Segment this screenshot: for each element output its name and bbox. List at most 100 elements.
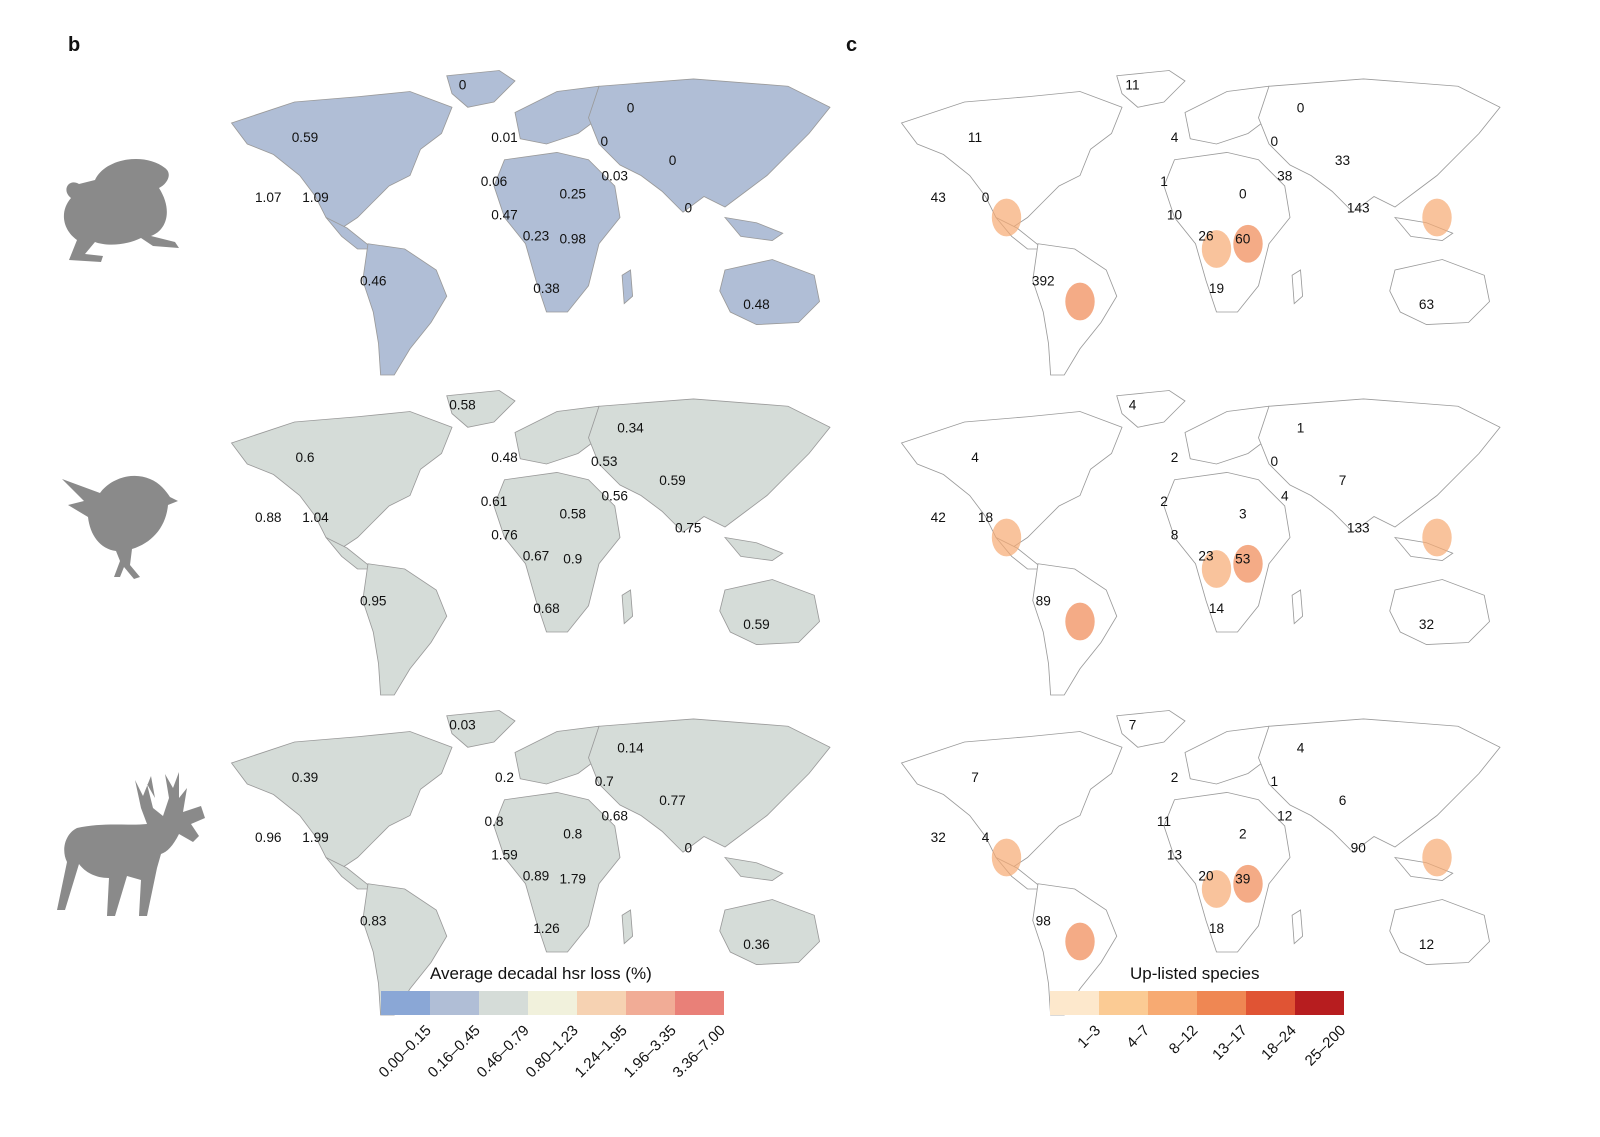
map-region-value: 0.76 xyxy=(491,528,518,543)
map-region-value: 0.2 xyxy=(495,770,514,785)
continent-northAmerica xyxy=(900,411,1123,549)
bird-icon xyxy=(62,475,178,579)
legend-b-title: Average decadal hsr loss (%) xyxy=(430,964,652,983)
map-c-amphibians: 11 11 43 0 392 0 4 0 33 1 38 0 143 10 26 60 19 63 xyxy=(900,70,1501,376)
continent-europe xyxy=(1184,85,1270,145)
map-region-value: 0 xyxy=(982,190,990,205)
frog-icon xyxy=(63,158,179,262)
continent-greenland xyxy=(446,710,516,748)
hotspot-shade xyxy=(991,518,1022,557)
map-region-value: 1.79 xyxy=(559,872,586,887)
legend-c-title: Up-listed species xyxy=(1130,964,1260,983)
map-region-value: 98 xyxy=(1036,914,1051,929)
continent-africa xyxy=(1163,151,1291,313)
map-region-value: 1 xyxy=(1160,174,1168,189)
continent-northAmerica xyxy=(230,91,453,229)
map-region-value: 0.58 xyxy=(449,397,476,412)
map-region-value: 63 xyxy=(1419,297,1434,312)
continent-australia xyxy=(1389,259,1490,326)
map-region-value: 143 xyxy=(1347,200,1370,215)
continent-greenland xyxy=(446,390,516,428)
map-region-value: 19 xyxy=(1209,281,1224,296)
map-region-value: 0 xyxy=(1297,100,1305,115)
legend-swatch xyxy=(1148,991,1197,1015)
hotspot-shade xyxy=(991,838,1022,877)
legend-swatch xyxy=(1295,991,1344,1015)
map-region-value: 7 xyxy=(971,770,979,785)
map-region-value: 89 xyxy=(1036,594,1051,609)
map-b-mammals: 0.03 0.39 0.96 1.99 0.83 0.14 0.2 0.7 0.77 0.8 0.6… xyxy=(230,710,831,1016)
map-region-value: 43 xyxy=(931,190,946,205)
map-region-value: 11 xyxy=(1125,77,1139,92)
map-region-value: 0.53 xyxy=(591,454,618,469)
map-region-value: 12 xyxy=(1419,937,1434,952)
map-region-value: 0.59 xyxy=(743,617,770,632)
map-region-value: 0.38 xyxy=(533,281,560,296)
map-region-value: 0.67 xyxy=(523,549,550,564)
map-region-value: 4 xyxy=(982,830,990,845)
map-region-value: 0 xyxy=(669,153,677,168)
hotspot-shade xyxy=(1422,198,1452,237)
map-region-value: 1.07 xyxy=(255,190,282,205)
hotspot-shade xyxy=(1065,922,1095,961)
hotspot-shade xyxy=(991,198,1022,237)
map-region-value: 0.89 xyxy=(523,869,550,884)
map-region-value: 0.77 xyxy=(659,793,686,808)
continent-southAmerica xyxy=(362,243,448,376)
map-region-value: 1 xyxy=(1297,421,1305,436)
map-c-birds: 4 4 42 18 89 1 2 0 7 2 4 3 133 8 23 53 14 32 xyxy=(900,390,1501,696)
map-region-value: 4 xyxy=(1129,397,1137,412)
map-region-value: 0.48 xyxy=(491,450,518,465)
map-region-value: 0.9 xyxy=(563,552,582,567)
continent-northAmerica xyxy=(230,411,453,549)
continent-madagascar xyxy=(1291,589,1304,625)
hotspot-shade xyxy=(1065,602,1095,641)
hotspot-shade xyxy=(1201,870,1232,908)
continent-australia xyxy=(1389,899,1490,966)
map-region-value: 0.03 xyxy=(601,169,628,184)
map-c-mammals: 7 7 32 4 98 4 2 1 6 11 12 2 90 13 20 39 18 12 xyxy=(900,710,1501,1016)
map-region-value: 11 xyxy=(968,130,982,145)
continent-northAmerica xyxy=(900,91,1123,229)
continent-greenland xyxy=(446,70,516,108)
map-region-value: 60 xyxy=(1235,232,1251,247)
continent-northAmerica xyxy=(900,731,1123,869)
map-region-value: 7 xyxy=(1339,473,1347,488)
map-region-value: 13 xyxy=(1167,848,1182,863)
map-region-value: 20 xyxy=(1198,869,1214,884)
hotspot-shade xyxy=(1065,282,1095,321)
map-region-value: 18 xyxy=(1209,921,1224,936)
map-region-value: 4 xyxy=(1281,489,1289,504)
hotspot-shade xyxy=(1233,224,1263,263)
map-region-value: 1.59 xyxy=(491,848,518,863)
map-region-value: 1 xyxy=(1270,774,1278,789)
reindeer-icon xyxy=(57,772,205,916)
map-region-value: 4 xyxy=(1171,130,1179,145)
map-region-value: 7 xyxy=(1129,717,1137,732)
map-region-value: 0.61 xyxy=(481,494,508,509)
map-region-value: 0.36 xyxy=(743,937,770,952)
map-region-value: 39 xyxy=(1235,872,1250,887)
map-region-value: 0 xyxy=(1239,187,1247,202)
map-region-value: 0.68 xyxy=(601,809,628,824)
legend-swatch xyxy=(1099,991,1148,1015)
continent-greenland xyxy=(1116,390,1186,428)
map-region-value: 0.68 xyxy=(533,601,560,616)
continent-asia xyxy=(588,398,831,533)
map-region-value: 32 xyxy=(931,830,946,845)
map-region-value: 0.39 xyxy=(292,770,319,785)
map-region-value: 0 xyxy=(459,77,467,92)
map-region-value: 133 xyxy=(1347,520,1370,535)
continent-madagascar xyxy=(1291,269,1304,305)
map-region-value: 0.88 xyxy=(255,510,282,525)
legend-b-colorbar xyxy=(381,991,724,1015)
panel-b-label: b xyxy=(68,34,81,56)
map-region-value: 0.98 xyxy=(559,232,586,247)
map-region-value: 53 xyxy=(1235,552,1250,567)
map-region-value: 26 xyxy=(1198,229,1213,244)
map-region-value: 0.75 xyxy=(675,520,702,535)
map-region-value: 0.59 xyxy=(292,130,319,145)
legend-swatch xyxy=(381,991,430,1015)
map-region-value: 0.47 xyxy=(491,208,518,223)
